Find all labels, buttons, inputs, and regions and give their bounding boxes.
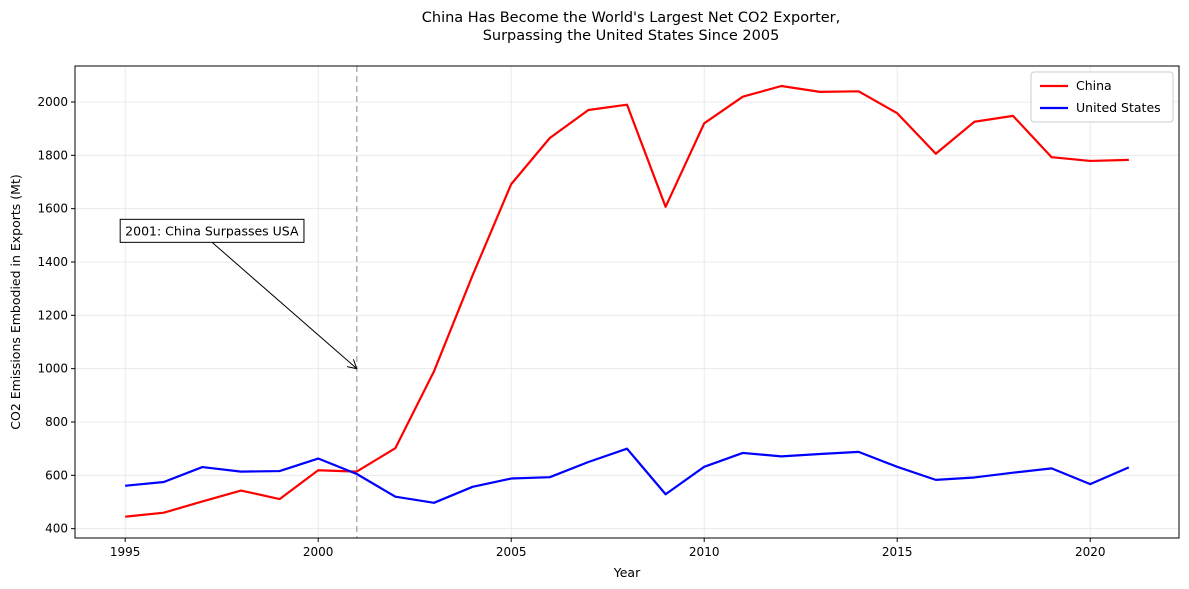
legend-label-china: China [1076,78,1112,93]
y-axis-label: CO2 Emissions Embodied in Exports (Mt) [8,174,23,429]
y-tick-label: 1600 [37,202,68,216]
legend-label-united-states: United States [1076,100,1161,115]
y-tick-label: 800 [45,415,68,429]
x-axis-label: Year [613,565,641,580]
y-tick-label: 600 [45,468,68,482]
annotation-box [119,218,305,243]
legend-frame [1030,71,1174,123]
x-tick-label: 2015 [882,545,913,559]
y-tick-label: 1400 [37,255,68,269]
series-layer [125,84,1130,518]
series-line-united-states [125,447,1130,504]
x-tick-label: 2005 [496,545,527,559]
annotation-arrow [211,241,357,368]
y-tick-label: 400 [45,522,68,536]
x-tick-label: 1995 [110,545,141,559]
legend: China United States [1030,71,1174,123]
y-tick-label: 1800 [37,148,68,162]
y-tick-label: 2000 [37,95,68,109]
x-axis-ticks: 1995 2000 2005 2010 2015 2020 [110,538,1106,559]
x-tick-label: 2010 [689,545,720,559]
chart-title-line1: China Has Become the World's Largest Net… [422,10,841,26]
y-axis-ticks: 400 600 800 1000 1200 1400 1600 1800 2000 [37,95,75,536]
annotation: 2001: China Surpasses USA [119,218,357,368]
x-tick-label: 2020 [1075,545,1106,559]
grid [75,66,1179,538]
y-tick-label: 1000 [37,362,68,376]
annotation-text: 2001: China Surpasses USA [125,223,299,238]
plot-frame [74,65,1180,539]
series-line-china [125,84,1129,518]
y-tick-label: 1200 [37,308,68,322]
chart-title-line2: Surpassing the United States Since 2005 [483,28,780,44]
x-tick-label: 2000 [303,545,334,559]
